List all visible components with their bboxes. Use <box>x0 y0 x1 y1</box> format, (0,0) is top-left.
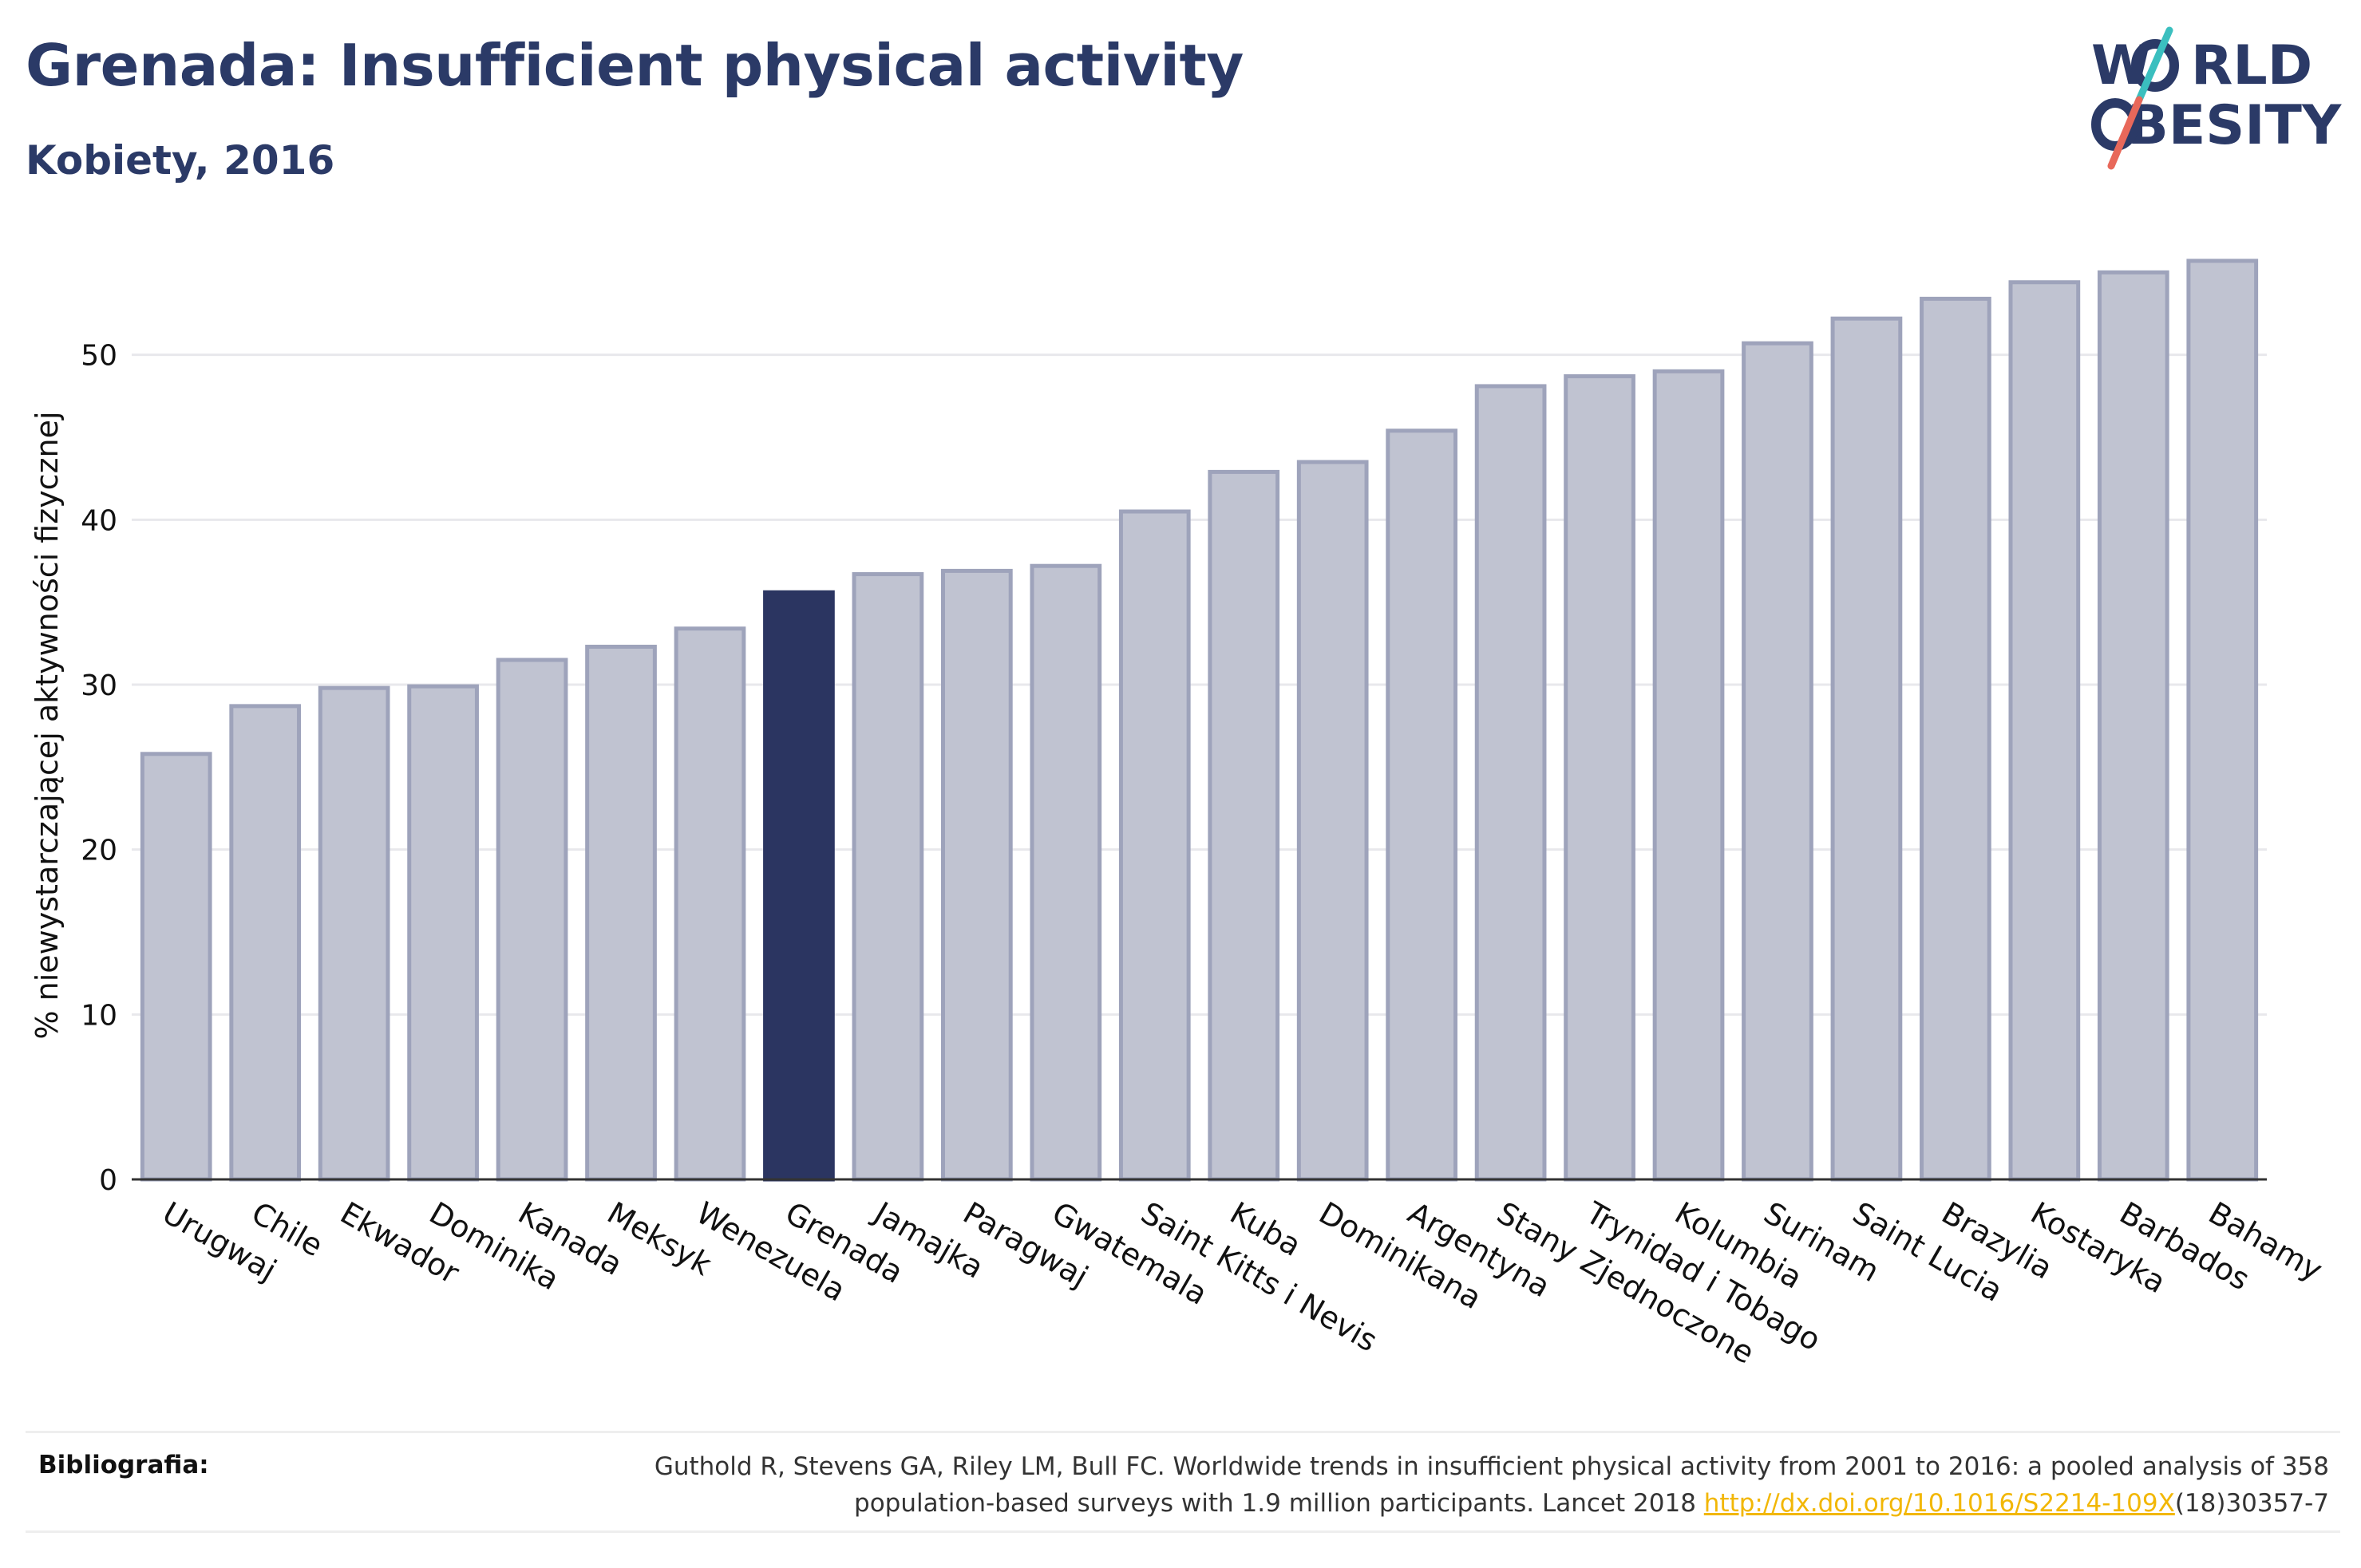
bar-jamajka <box>852 572 924 1182</box>
y-tick-label: 20 <box>81 835 117 867</box>
bar-dominikana <box>1296 460 1369 1182</box>
bibliography-line-3: (18)30357-7 <box>2174 1489 2329 1518</box>
bar-dominika <box>407 684 479 1182</box>
bar-brazylia <box>1920 296 1991 1182</box>
bibliography-label: Bibliografia: <box>38 1451 209 1479</box>
bar-argentyna <box>1386 429 1457 1182</box>
bibliography-line-2: population-based surveys with 1.9 millio… <box>854 1489 1704 1518</box>
world-obesity-logo: W RLD BESITY <box>2091 26 2342 170</box>
bar-stany-zjednoczone <box>1474 384 1547 1182</box>
y-tick-label: 10 <box>81 999 117 1032</box>
bar-chile <box>229 704 302 1182</box>
bar-grenada <box>763 590 835 1182</box>
logo-o-top <box>2131 39 2179 92</box>
y-tick-label: 50 <box>81 340 117 373</box>
logo-o-bottom <box>2091 98 2139 151</box>
logo-slash-teal <box>2135 26 2173 104</box>
bars <box>140 259 2259 1182</box>
bar-ekwador <box>318 685 390 1182</box>
bar-trynidad-i-tobago <box>1564 374 1635 1182</box>
y-tick-label: 30 <box>81 669 117 702</box>
bar-kuba <box>1208 469 1280 1182</box>
bar-surinam <box>1742 341 1813 1182</box>
bar-wenezuela <box>674 626 746 1182</box>
y-axis-ticks: 0 10 20 30 40 50 <box>81 340 117 1197</box>
bar-kolumbia <box>1652 369 1725 1182</box>
footer-divider-bottom <box>26 1530 2340 1533</box>
bar-saint-lucia <box>1830 316 1903 1182</box>
bibliography-text: Guthold R, Stevens GA, Riley LM, Bull FC… <box>493 1448 2329 1522</box>
grid-lines <box>132 353 2267 1016</box>
bar-bahamy <box>2186 259 2259 1182</box>
logo-text-obesity: BESITY <box>2127 94 2342 157</box>
bar-kostaryka <box>2008 280 2081 1182</box>
bar-paragwaj <box>941 568 1013 1182</box>
bar-kanada <box>496 658 568 1182</box>
bar-urugwaj <box>140 752 212 1182</box>
footer-divider-top <box>26 1431 2340 1433</box>
bar-gwatemala <box>1030 563 1102 1182</box>
y-tick-label: 40 <box>81 504 117 537</box>
bibliography-line-1: Guthold R, Stevens GA, Riley LM, Bull FC… <box>654 1452 2329 1481</box>
bar-barbados <box>2097 270 2169 1182</box>
bar-saint-kitts-i-nevis <box>1118 509 1191 1182</box>
y-tick-label: 0 <box>99 1164 117 1197</box>
bibliography-doi-link[interactable]: http://dx.doi.org/10.1016/S2214-109X <box>1703 1489 2175 1518</box>
bar-meksyk <box>585 644 657 1182</box>
page-subtitle: Kobiety, 2016 <box>26 137 335 184</box>
page-title: Grenada: Insufficient physical activity <box>26 32 1244 99</box>
logo-slash-coral <box>2107 96 2143 170</box>
y-axis-label: % niewystarczającej aktywności fizycznej <box>30 411 65 1039</box>
